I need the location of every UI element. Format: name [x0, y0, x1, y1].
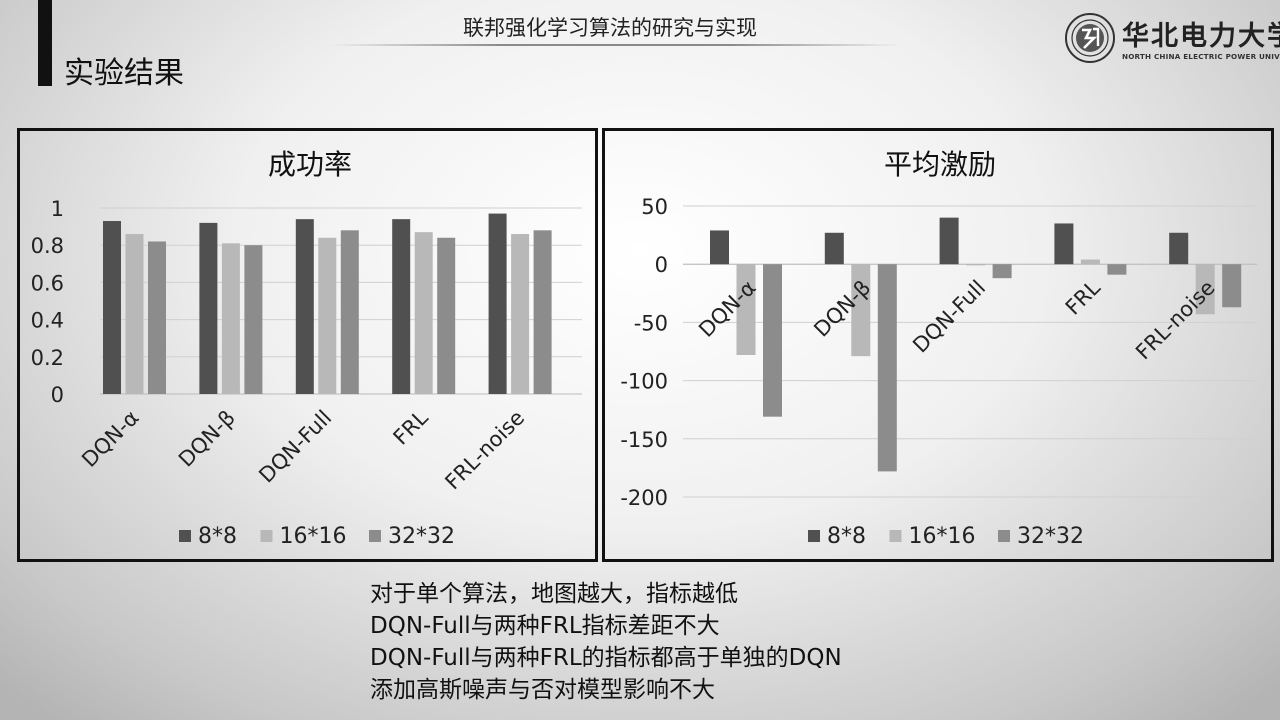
legend-swatch: [889, 530, 902, 542]
category-label: FRL-noise: [440, 406, 529, 495]
legend-label: 32*32: [388, 524, 455, 549]
bar-16*16-DQN-α: [736, 264, 756, 355]
bar-8*8-FRL: [392, 219, 411, 394]
success-rate-chart: 成功率 0 0.2 0.4 0.6 0.8 1 DQN-α DQN-β DQN-Full FRL FR…: [31, 148, 582, 549]
y-tick-label: -200: [620, 486, 668, 510]
bar-32*32-DQN-α: [148, 241, 166, 394]
legend-label: 16*16: [280, 524, 347, 549]
legend-label: 32*32: [1017, 524, 1084, 549]
bar-32*32-FRL-noise: [533, 230, 552, 394]
y-tick-label: 50: [641, 195, 668, 219]
bar-16*16-FRL-noise: [511, 234, 530, 394]
section-title: 实验结果: [64, 56, 184, 91]
y-tick-label: 0.6: [31, 271, 64, 295]
legend-label: 8*8: [827, 524, 866, 549]
bar-32*32-DQN-α: [763, 264, 782, 417]
bar-16*16-FRL: [1080, 259, 1100, 265]
bar-32*32-FRL-noise: [1222, 264, 1242, 308]
bar-8*8-DQN-α: [103, 221, 121, 394]
y-tick-label: 0.2: [31, 346, 64, 370]
university-seal-icon: [1065, 13, 1115, 63]
category-label: FRL: [389, 405, 433, 449]
legend-swatch: [260, 530, 273, 542]
bar-16*16-FRL: [414, 232, 433, 394]
category-label: DQN-Full: [254, 406, 336, 488]
category-label: DQN-Full: [908, 276, 990, 358]
logo-english-name: NORTH CHINA ELECTRIC POWER UNIVERSITY: [1122, 52, 1280, 61]
presentation-title: 联邦强化学习算法的研究与实现: [463, 16, 757, 40]
conclusion-notes: 对于单个算法，地图越大，指标越低 DQN-Full与两种FRL指标差距不大 DQ…: [370, 578, 842, 706]
category-label: DQN-α: [77, 406, 143, 472]
bar-8*8-FRL-noise: [1169, 232, 1189, 265]
bar-16*16-DQN-β: [221, 243, 240, 394]
legend-swatch: [179, 530, 191, 542]
y-tick-label: 0.4: [31, 309, 64, 333]
bar-8*8-DQN-β: [824, 232, 844, 265]
bar-16*16-DQN-Full: [318, 237, 337, 394]
bar-16*16-FRL-noise: [1195, 264, 1215, 315]
legend-swatch: [808, 530, 820, 542]
legend-label: 8*8: [198, 524, 237, 549]
y-tick-label: -50: [634, 311, 668, 335]
logo-chinese-name: 华北电力大学: [1122, 21, 1280, 52]
y-tick-label: 1: [51, 197, 64, 221]
note-item: 添加高斯噪声与否对模型影响不大: [370, 677, 715, 703]
note-item: 对于单个算法，地图越大，指标越低: [370, 581, 738, 607]
y-tick-label: -100: [620, 370, 668, 394]
bar-16*16-DQN-α: [125, 234, 144, 394]
note-item: DQN-Full与两种FRL的指标都高于单独的DQN: [370, 645, 842, 671]
bar-32*32-DQN-Full: [992, 264, 1012, 279]
chart-panel-average-reward: 平均激励 -200 -150 -100 -50 0 50 DQN-α DQN-β DQN-Full…: [602, 128, 1274, 562]
accent-bar: [38, 0, 52, 86]
bar-8*8-DQN-Full: [939, 217, 959, 265]
bar-16*16-DQN-β: [851, 264, 871, 357]
chart-title: 成功率: [268, 148, 352, 181]
legend-label: 16*16: [909, 524, 976, 549]
y-tick-label: 0.8: [31, 234, 64, 258]
bar-16*16-DQN-Full: [966, 264, 986, 266]
category-label: FRL-noise: [1131, 276, 1220, 365]
bar-8*8-FRL: [1054, 223, 1074, 265]
category-label: DQN-β: [174, 406, 240, 472]
y-tick-label: -150: [620, 428, 668, 452]
bar-32*32-FRL: [1107, 264, 1127, 275]
legend-swatch: [998, 530, 1010, 542]
bar-8*8-DQN-β: [199, 222, 218, 394]
bar-32*32-DQN-Full: [340, 230, 359, 394]
y-tick-label: 0: [51, 383, 64, 407]
header-divider: [330, 44, 900, 46]
bar-8*8-FRL-noise: [488, 213, 507, 394]
bar-8*8-DQN-Full: [295, 219, 314, 394]
chart-title: 平均激励: [884, 148, 996, 181]
bar-32*32-FRL: [437, 237, 456, 394]
category-label: FRL: [1061, 275, 1105, 319]
bar-32*32-DQN-β: [244, 245, 263, 394]
university-logo: 华北电力大学 NORTH CHINA ELECTRIC POWER UNIVER…: [1064, 12, 1280, 68]
legend-swatch: [369, 530, 381, 542]
bar-32*32-DQN-β: [877, 264, 897, 472]
note-item: DQN-Full与两种FRL指标差距不大: [370, 613, 720, 639]
chart-panel-success-rate: 成功率 0 0.2 0.4 0.6 0.8 1 DQN-α DQN-β DQN-Full FRL FR…: [17, 128, 598, 562]
y-tick-label: 0: [655, 253, 668, 277]
bar-8*8-DQN-α: [710, 230, 729, 265]
